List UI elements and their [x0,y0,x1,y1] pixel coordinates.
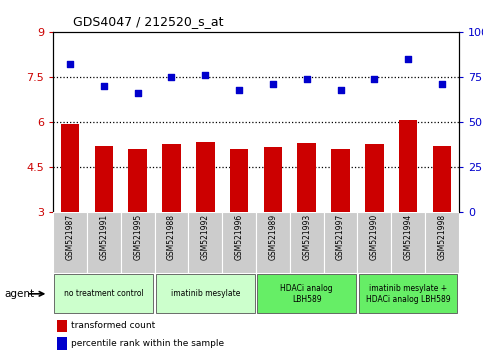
Bar [433,146,451,212]
Point [303,76,311,82]
Bar [128,149,147,212]
FancyBboxPatch shape [359,274,457,313]
FancyBboxPatch shape [357,212,391,273]
Bar [298,143,316,212]
Bar [57,320,67,332]
Bar [61,124,79,212]
FancyBboxPatch shape [53,212,87,273]
FancyBboxPatch shape [55,274,153,313]
FancyBboxPatch shape [222,212,256,273]
Bar [162,144,181,212]
Text: GDS4047 / 212520_s_at: GDS4047 / 212520_s_at [73,15,224,28]
FancyBboxPatch shape [391,212,425,273]
FancyBboxPatch shape [324,212,357,273]
Point [201,72,209,78]
Point [337,87,344,92]
FancyBboxPatch shape [156,274,255,313]
Bar [399,120,417,212]
FancyBboxPatch shape [425,212,459,273]
Text: GSM521996: GSM521996 [235,214,243,261]
Bar [264,147,282,212]
FancyBboxPatch shape [155,212,188,273]
Text: GSM521993: GSM521993 [302,214,311,261]
Text: GSM521987: GSM521987 [66,214,74,260]
Text: agent: agent [5,289,35,299]
Text: imatinib mesylate +
HDACi analog LBH589: imatinib mesylate + HDACi analog LBH589 [366,284,451,303]
FancyBboxPatch shape [257,274,356,313]
FancyBboxPatch shape [121,212,155,273]
Bar [196,142,214,212]
Point [100,83,108,89]
Bar [230,149,248,212]
Point [438,81,446,87]
Bar [365,144,384,212]
Bar [331,149,350,212]
Text: GSM521997: GSM521997 [336,214,345,261]
Text: percentile rank within the sample: percentile rank within the sample [71,339,225,348]
Point [235,87,243,92]
Point [134,90,142,96]
FancyBboxPatch shape [256,212,290,273]
FancyBboxPatch shape [290,212,324,273]
Text: imatinib mesylate: imatinib mesylate [170,289,240,298]
Point [370,76,378,82]
Bar [57,337,67,349]
Point [66,62,74,67]
Point [269,81,277,87]
Text: HDACi analog
LBH589: HDACi analog LBH589 [281,284,333,303]
Point [404,56,412,62]
Point [168,74,175,80]
Text: GSM521990: GSM521990 [370,214,379,261]
Text: GSM521994: GSM521994 [404,214,412,261]
Text: transformed count: transformed count [71,321,156,330]
Text: GSM521988: GSM521988 [167,214,176,260]
Text: GSM521991: GSM521991 [99,214,108,260]
Text: GSM521989: GSM521989 [269,214,277,260]
Text: GSM521992: GSM521992 [201,214,210,260]
Bar [95,146,113,212]
FancyBboxPatch shape [188,212,222,273]
Text: no treatment control: no treatment control [64,289,144,298]
Text: GSM521998: GSM521998 [438,214,446,260]
FancyBboxPatch shape [87,212,121,273]
Text: GSM521995: GSM521995 [133,214,142,261]
